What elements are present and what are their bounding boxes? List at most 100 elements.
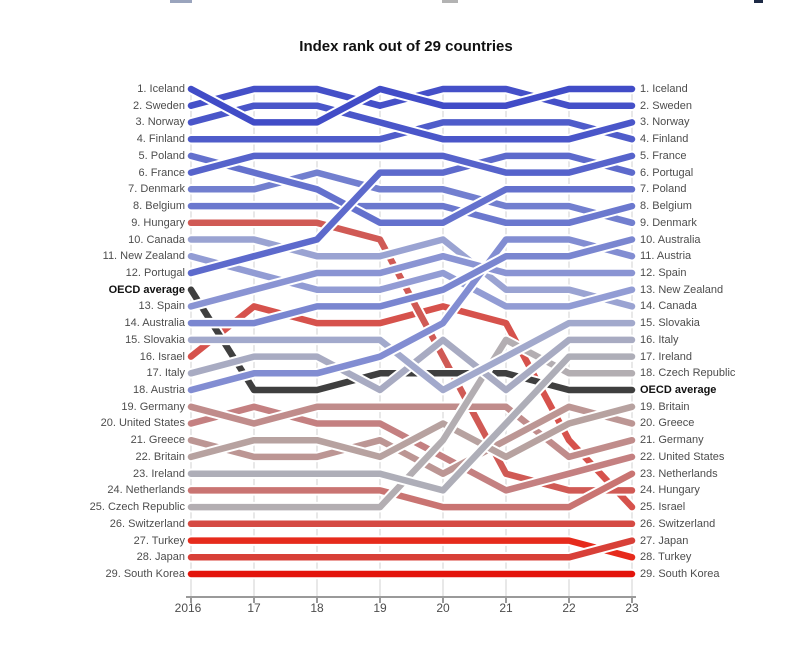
series-line[interactable] — [187, 152, 636, 227]
left-rank-label: 25. Czech Republic — [89, 501, 185, 514]
left-rank-label: 29. South Korea — [105, 567, 185, 580]
right-rank-label: 7. Poland — [640, 183, 687, 196]
left-rank-label: 10. Canada — [128, 233, 185, 246]
right-rank-label: 13. New Zealand — [640, 283, 724, 296]
series-line[interactable] — [187, 236, 636, 310]
right-rank-label: 6. Portugal — [640, 166, 694, 179]
series-line[interactable] — [187, 252, 636, 310]
left-rank-label: 12. Portugal — [125, 266, 185, 279]
left-rank-label: 1. Iceland — [137, 83, 185, 95]
year-label: 23 — [625, 601, 639, 615]
right-rank-label: 29. South Korea — [640, 567, 720, 580]
series-line[interactable] — [187, 236, 636, 327]
series-canada[interactable] — [185, 234, 638, 312]
series-spain[interactable] — [185, 250, 638, 312]
right-rank-label: 19. Britain — [640, 400, 690, 413]
series-line[interactable] — [187, 252, 636, 310]
right-rank-label: 14. Canada — [640, 300, 697, 313]
year-label: 18 — [310, 601, 324, 615]
series-turkey[interactable] — [185, 535, 638, 563]
left-rank-label: 22. Britain — [135, 450, 185, 463]
series-line[interactable] — [187, 169, 636, 227]
series-line[interactable] — [187, 537, 636, 561]
year-label: 17 — [247, 601, 261, 615]
right-rank-label: 20. Greece — [640, 417, 695, 430]
series-france[interactable] — [185, 150, 638, 178]
right-rank-label: 2. Sweden — [640, 99, 692, 112]
series-line[interactable] — [187, 236, 636, 394]
left-rank-label: 26. Switzerland — [109, 517, 185, 530]
right-rank-label: 12. Spain — [640, 266, 687, 279]
series-ireland[interactable] — [185, 351, 638, 496]
left-rank-label: 19. Germany — [121, 400, 185, 413]
chart-title: Index rank out of 29 countries — [299, 38, 513, 55]
series-belgium[interactable] — [185, 200, 638, 229]
series-line[interactable] — [187, 303, 636, 511]
series-line[interactable] — [187, 403, 636, 461]
right-rank-label: 24. Hungary — [640, 484, 700, 497]
right-rank-label: 11. Austria — [640, 250, 692, 263]
right-rank-label: 22. United States — [640, 450, 725, 463]
series-portugal[interactable] — [185, 150, 638, 279]
series-norway[interactable] — [185, 100, 638, 145]
year-label: 19 — [373, 601, 387, 615]
series-israel[interactable] — [185, 301, 638, 513]
series-line[interactable] — [187, 537, 636, 561]
right-rank-label: 25. Israel — [640, 501, 686, 514]
series-line[interactable] — [187, 85, 636, 126]
series-denmark[interactable] — [185, 167, 638, 229]
left-rank-label: 3. Norway — [135, 116, 185, 129]
left-rank-label: 8. Belgium — [133, 200, 185, 213]
series-britain[interactable] — [185, 401, 638, 463]
left-rank-label: 6. France — [138, 166, 185, 179]
series-germany[interactable] — [185, 401, 638, 463]
year-label: 21 — [499, 601, 513, 615]
left-rank-label: 5. Poland — [138, 149, 185, 162]
right-rank-label: 10. Australia — [640, 233, 701, 246]
left-rank-label: 27. Turkey — [133, 534, 185, 547]
series-line[interactable] — [187, 403, 636, 477]
series-line[interactable] — [187, 102, 636, 143]
left-rank-label: OECD average — [108, 283, 185, 296]
left-rank-label: 7. Denmark — [128, 183, 185, 196]
left-rank-label: 23. Ireland — [133, 467, 185, 480]
series-line[interactable] — [187, 470, 636, 511]
left-rank-label: 16. Israel — [139, 350, 185, 363]
left-rank-label: 4. Finland — [136, 133, 185, 146]
series-slovakia[interactable] — [185, 317, 638, 396]
left-rank-label: 18. Austria — [133, 384, 185, 397]
series-line[interactable] — [187, 319, 636, 394]
series-line[interactable] — [187, 353, 636, 494]
series-line[interactable] — [187, 403, 636, 461]
series-austria[interactable] — [185, 234, 638, 396]
series-netherlands[interactable] — [185, 468, 638, 513]
series-line[interactable] — [187, 152, 636, 277]
series-line[interactable] — [187, 286, 636, 394]
series-iceland[interactable] — [185, 83, 638, 128]
year-label: 22 — [562, 601, 576, 615]
right-rank-label: OECD average — [640, 384, 717, 397]
cropped-text-artifact — [442, 0, 458, 3]
left-rank-label: 21. Greece — [130, 434, 185, 447]
left-rank-label: 28. Japan — [136, 551, 185, 564]
right-rank-label: 4. Finland — [640, 133, 689, 146]
right-rank-label: 5. France — [640, 149, 687, 162]
series-oecd-average[interactable] — [185, 284, 638, 396]
series-poland[interactable] — [185, 150, 638, 229]
right-rank-label: 27. Japan — [640, 534, 689, 547]
series-australia[interactable] — [185, 234, 638, 329]
series-greece[interactable] — [185, 401, 638, 479]
series-new-zealand[interactable] — [185, 250, 638, 312]
right-rank-label: 17. Ireland — [640, 350, 692, 363]
series-line[interactable] — [187, 202, 636, 227]
left-rank-label: 15. Slovakia — [125, 333, 185, 346]
series-japan[interactable] — [185, 535, 638, 563]
left-rank-label: 17. Italy — [146, 367, 185, 380]
series-line[interactable] — [187, 152, 636, 176]
series-lines — [185, 83, 638, 580]
right-rank-label: 9. Denmark — [640, 216, 697, 229]
right-rank-label: 26. Switzerland — [640, 517, 716, 530]
cropped-text-artifact — [170, 0, 192, 3]
